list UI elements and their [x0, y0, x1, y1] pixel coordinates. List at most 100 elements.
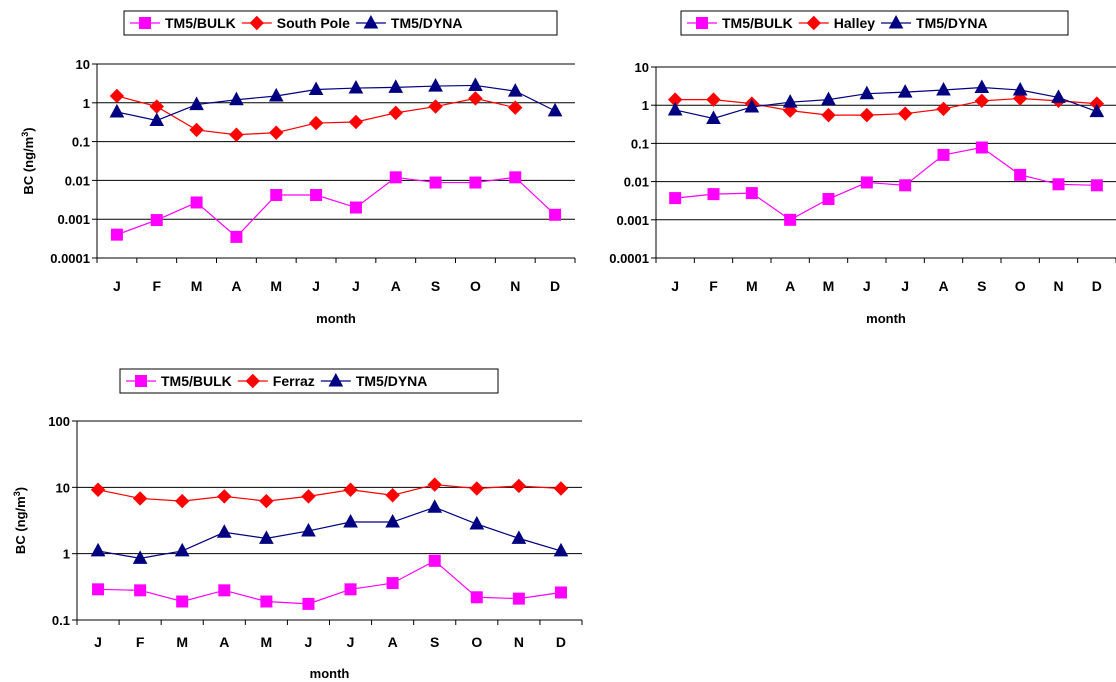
data-point	[547, 102, 563, 117]
data-point	[388, 105, 403, 121]
series-ferraz	[90, 477, 569, 509]
data-point	[229, 127, 244, 142]
legend-marker	[888, 14, 904, 29]
data-point	[507, 83, 523, 97]
y-tick-label: 0.1	[52, 613, 70, 628]
data-point	[897, 84, 913, 98]
series-tm5-bulk	[669, 141, 1103, 226]
data-point	[259, 530, 274, 544]
legend-label: Ferraz	[273, 373, 315, 389]
data-point	[427, 477, 442, 492]
x-tick-label: J	[312, 278, 320, 294]
data-point	[428, 99, 443, 114]
data-point	[90, 482, 106, 497]
y-tick-label: 0.1	[631, 136, 649, 151]
x-tick-label: A	[785, 278, 795, 294]
y-tick-label: 1	[642, 98, 649, 113]
data-point	[784, 213, 797, 226]
legend-box	[123, 10, 558, 36]
y-tick-label: 0.0001	[50, 251, 90, 266]
x-tick-label: N	[514, 634, 524, 650]
data-point	[897, 106, 913, 121]
x-tick-label: A	[219, 634, 229, 650]
legend-box	[119, 368, 499, 394]
series-tm5-bulk	[92, 554, 567, 610]
data-point	[554, 586, 567, 599]
data-point	[109, 88, 125, 104]
x-tick-label: J	[94, 634, 102, 650]
data-point	[1052, 178, 1065, 191]
y-tick-label: 0.001	[616, 213, 649, 228]
x-tick-label: A	[388, 634, 398, 650]
legend: TM5/BULK Halley TM5/DYNA	[680, 10, 1069, 36]
data-point	[174, 542, 190, 557]
y-tick-label: 0.01	[65, 173, 90, 188]
series-line	[98, 560, 562, 605]
x-tick-label: S	[430, 634, 439, 650]
series-line	[97, 483, 561, 502]
data-point	[428, 554, 441, 567]
y-tick-label: 0.001	[57, 212, 90, 227]
data-point	[549, 208, 562, 221]
data-point	[92, 583, 105, 596]
data-point	[189, 122, 204, 138]
data-point	[1051, 89, 1066, 103]
data-point	[821, 107, 836, 123]
x-axis-label: month	[866, 311, 906, 326]
data-point	[348, 114, 364, 130]
x-tick-label: M	[191, 278, 203, 294]
y-axis-label: BC (ng/m3)	[12, 487, 28, 554]
x-tick-label: N	[510, 278, 520, 294]
data-point	[216, 524, 232, 538]
data-point	[386, 577, 399, 590]
series-south-pole	[109, 88, 523, 142]
x-tick-label: M	[176, 634, 188, 650]
legend-marker	[363, 14, 379, 29]
y-tick-label: 0.01	[624, 175, 649, 190]
legend-label: Halley	[834, 15, 875, 31]
data-point	[1014, 168, 1027, 181]
data-point	[389, 171, 402, 184]
data-point	[308, 115, 324, 131]
data-point	[1090, 179, 1103, 192]
x-tick-label: O	[471, 634, 482, 650]
data-point	[509, 171, 522, 184]
data-point	[511, 530, 527, 544]
data-point	[132, 491, 148, 506]
data-point	[1012, 81, 1028, 96]
legend-box	[680, 10, 1069, 36]
data-point	[707, 188, 720, 201]
data-point	[469, 176, 482, 189]
x-tick-label: A	[391, 278, 401, 294]
x-axis-label: month	[316, 311, 356, 326]
legend: TM5/BULK South Pole TM5/DYNA	[123, 10, 558, 36]
x-tick-label: F	[136, 634, 145, 650]
data-point	[132, 550, 148, 564]
data-point	[310, 189, 323, 202]
data-point	[859, 85, 875, 100]
data-point	[348, 79, 364, 94]
x-tick-label: J	[352, 278, 360, 294]
series-halley	[667, 91, 1105, 123]
x-tick-label: O	[1015, 278, 1026, 294]
data-point	[270, 189, 283, 202]
x-tick-label: J	[347, 634, 355, 650]
legend-marker	[806, 15, 821, 31]
y-tick-label: 10	[76, 57, 90, 72]
data-point	[511, 478, 527, 494]
legend-label: TM5/DYNA	[356, 373, 428, 389]
y-tick-label: 1	[83, 96, 90, 111]
data-point	[385, 488, 400, 503]
x-tick-label: D	[556, 634, 566, 650]
data-point	[974, 93, 990, 109]
data-point	[822, 193, 835, 206]
data-point	[512, 592, 525, 605]
data-point	[859, 107, 875, 123]
data-point	[344, 583, 357, 596]
x-tick-label: D	[550, 278, 560, 294]
x-tick-label: J	[671, 278, 679, 294]
data-point	[706, 110, 721, 124]
data-point	[217, 489, 232, 504]
x-tick-label: M	[746, 278, 758, 294]
legend-marker	[245, 373, 260, 389]
